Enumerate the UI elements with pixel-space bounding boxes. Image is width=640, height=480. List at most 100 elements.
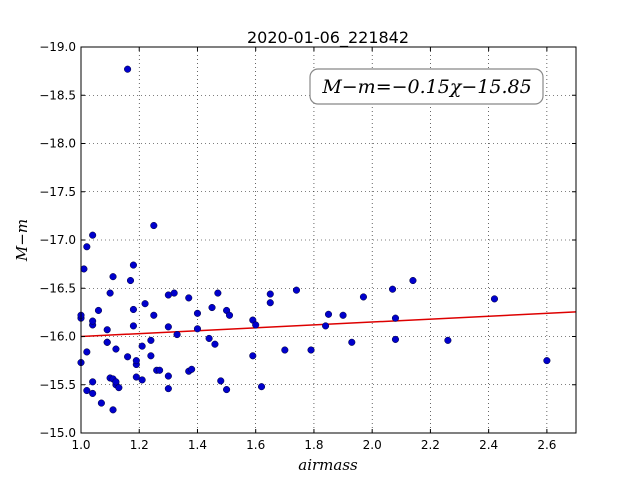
- y-tick-label: −16.5: [39, 281, 76, 295]
- data-point: [138, 342, 146, 350]
- data-point: [164, 385, 172, 393]
- data-point: [307, 346, 315, 354]
- data-point: [129, 305, 137, 314]
- data-point: [83, 386, 91, 395]
- data-point: [281, 346, 289, 354]
- data-point: [409, 276, 417, 285]
- x-tick-label: 2.2: [421, 438, 440, 452]
- data-point: [124, 353, 132, 361]
- x-tick-label: 1.0: [71, 438, 90, 452]
- data-point: [112, 378, 120, 386]
- x-tick-label: 1.4: [188, 438, 207, 452]
- x-axis-label: airmass: [298, 456, 358, 474]
- data-point: [217, 377, 225, 385]
- data-point: [103, 326, 111, 334]
- data-point: [324, 310, 333, 318]
- y-tick-label: −15.5: [39, 378, 76, 392]
- data-point: [164, 323, 172, 331]
- data-point: [147, 336, 155, 344]
- data-point: [138, 376, 146, 384]
- x-tick-label: 2.4: [479, 438, 498, 452]
- data-point: [112, 345, 120, 353]
- data-point: [185, 294, 193, 302]
- data-point: [103, 338, 111, 346]
- data-point: [214, 289, 222, 297]
- data-point: [129, 322, 137, 330]
- data-point: [391, 335, 400, 343]
- y-tick-label: −19.0: [39, 40, 76, 54]
- data-point: [83, 348, 91, 356]
- data-point: [80, 265, 88, 273]
- x-tick-label: 2.6: [537, 438, 556, 452]
- data-point: [266, 290, 274, 298]
- data-point: [348, 338, 356, 346]
- data-point: [193, 325, 202, 333]
- data-point: [124, 65, 132, 73]
- y-tick-label: −18.5: [39, 88, 76, 102]
- data-point: [94, 306, 103, 314]
- data-point: [193, 309, 202, 317]
- data-point: [109, 406, 117, 414]
- y-tick-label: −16.0: [39, 330, 76, 344]
- ticks: [80, 46, 576, 434]
- data-point: [156, 366, 164, 374]
- data-points: [77, 65, 551, 414]
- x-tick-label: 2.0: [363, 438, 382, 452]
- data-point: [490, 295, 499, 303]
- data-point: [109, 273, 117, 281]
- annotation-box: [309, 68, 544, 105]
- y-tick-label: −18.0: [39, 137, 76, 151]
- data-point: [252, 321, 260, 329]
- data-point: [322, 322, 330, 330]
- data-point: [543, 357, 551, 365]
- y-axis-label: M−m: [13, 219, 31, 262]
- data-point: [173, 331, 181, 339]
- data-point: [126, 276, 135, 285]
- data-point: [225, 311, 234, 319]
- data-point: [150, 221, 158, 230]
- annotation-text: M−m=−0.15χ−15.85: [321, 76, 531, 98]
- data-point: [147, 352, 155, 360]
- x-tick-label: 1.8: [304, 438, 323, 452]
- data-point: [249, 352, 257, 360]
- y-tick-label: −15.0: [39, 426, 76, 440]
- data-point: [292, 286, 301, 294]
- x-tick-label: 1.2: [130, 438, 149, 452]
- data-point: [97, 399, 105, 407]
- chart-title: 2020-01-06_221842: [247, 28, 409, 48]
- x-tick-labels: 1.0 1.2 1.4 1.6 1.8 2.0 2.2 2.4 2.6: [71, 438, 556, 452]
- data-point: [339, 311, 347, 319]
- data-point: [391, 314, 400, 322]
- data-point: [89, 389, 97, 397]
- data-point: [266, 299, 274, 307]
- data-point: [444, 336, 452, 344]
- data-point: [170, 289, 178, 297]
- data-point: [257, 383, 266, 391]
- data-point: [83, 243, 91, 251]
- data-point: [150, 311, 158, 319]
- data-point: [211, 340, 219, 348]
- data-point: [132, 357, 140, 365]
- y-tick-label: −17.5: [39, 185, 76, 199]
- data-point: [208, 304, 216, 312]
- data-point: [389, 285, 397, 293]
- data-point: [188, 365, 196, 373]
- data-point: [115, 384, 123, 392]
- y-tick-label: −17.0: [39, 233, 76, 247]
- y-tick-labels: −15.0 −15.5 −16.0 −16.5 −17.0 −17.5 −18.0 −18.5…: [39, 40, 76, 440]
- data-point: [129, 261, 137, 269]
- data-point: [106, 289, 114, 297]
- data-point: [89, 231, 97, 239]
- data-point: [89, 317, 97, 325]
- data-point: [141, 300, 149, 308]
- data-point: [164, 372, 172, 380]
- data-point: [359, 293, 367, 301]
- data-point: [205, 334, 213, 342]
- x-tick-label: 1.6: [246, 438, 265, 452]
- data-point: [223, 386, 231, 394]
- fit-annotation: M−m=−0.15χ−15.85: [309, 68, 544, 105]
- data-point: [132, 373, 140, 381]
- data-point: [89, 378, 97, 386]
